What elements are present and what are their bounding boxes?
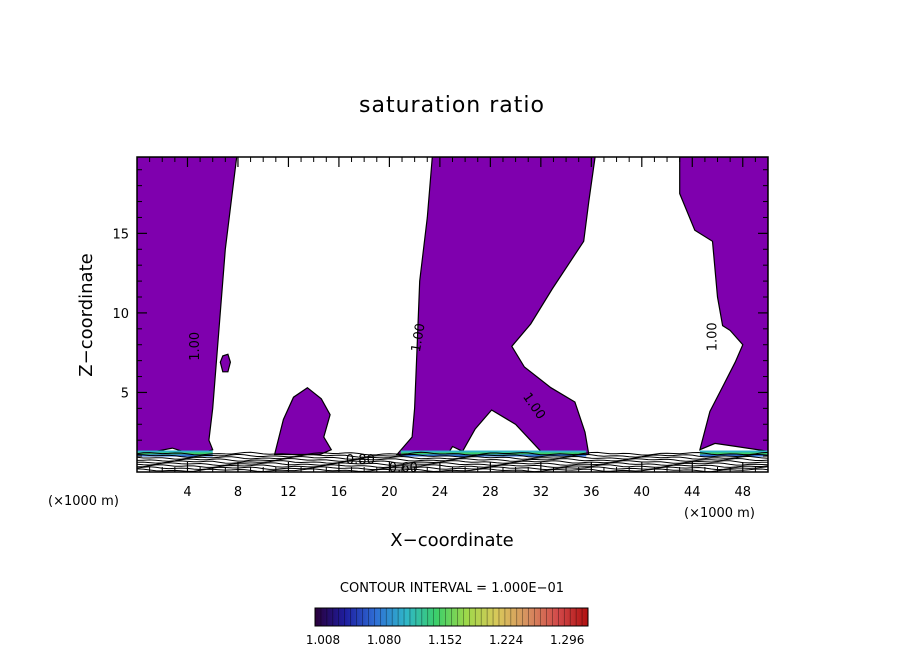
- boundary-band-2-2: [400, 452, 587, 455]
- colorbar-tick-labels: 1.008 1.080 1.152 1.224 1.296: [306, 633, 585, 647]
- supersaturation-fill-layer: [137, 157, 768, 457]
- supersaturated-region-4: [679, 157, 768, 452]
- boundary-band-3-1: [699, 450, 768, 453]
- x-tick-label-36: 36: [583, 485, 600, 500]
- y-tick-label-15: 15: [112, 227, 129, 242]
- surface-contour-3: [137, 455, 768, 460]
- x-tick-label-48: 48: [734, 485, 751, 500]
- x-tick-label-4: 4: [183, 485, 191, 500]
- surface-contour-6: [137, 462, 768, 467]
- y-tick-label-10: 10: [112, 307, 129, 322]
- x-tick-label-20: 20: [381, 485, 398, 500]
- x-tick-label-28: 28: [482, 485, 499, 500]
- surface-contour-4: [137, 457, 768, 462]
- colorbar-tick-1.224: 1.224: [489, 633, 523, 647]
- contour-interval-text: CONTOUR INTERVAL = 1.000E−01: [340, 581, 564, 596]
- chart-title: saturation ratio: [359, 93, 545, 118]
- x-tick-label-8: 8: [234, 485, 242, 500]
- contour-label-3: 1.00: [705, 322, 720, 351]
- y-tick-label-5: 5: [121, 386, 129, 401]
- colorbar-tick-1.152: 1.152: [428, 633, 462, 647]
- x-tick-label-32: 32: [533, 485, 550, 500]
- x-tick-label-24: 24: [432, 485, 449, 500]
- surface-contour-5: [137, 460, 768, 464]
- y-axis-label: Z−coordinate: [76, 253, 97, 376]
- contour-label-1: 1.00: [188, 332, 203, 361]
- x-tick-label-44: 44: [684, 485, 701, 500]
- boundary-band-1-1: [137, 450, 213, 453]
- boundary-band-2-1: [400, 450, 587, 453]
- boundary-band-1-2: [137, 452, 213, 455]
- x-tick-label-16: 16: [331, 485, 348, 500]
- colorbar: [314, 607, 589, 627]
- colorbar-tick-1.080: 1.080: [367, 633, 401, 647]
- y-axis-ticks: 5 10 15: [112, 169, 768, 457]
- surface-contour-2: [137, 453, 768, 458]
- supersaturated-region-5: [219, 353, 232, 373]
- x-unit-right: (×1000 m): [684, 506, 755, 521]
- x-axis-label: X−coordinate: [390, 530, 513, 551]
- supersaturated-region-3: [395, 157, 596, 457]
- x-unit-left: (×1000 m): [48, 494, 119, 509]
- colorbar-tick-1.296: 1.296: [550, 633, 584, 647]
- boundary-band-3-3: [699, 454, 768, 457]
- supersaturated-region-2: [273, 386, 333, 456]
- colorbar-tick-1.008: 1.008: [306, 633, 340, 647]
- x-axis-ticks: 4 8 12 16 20 24 28 32 36 40 44 48: [149, 157, 756, 500]
- supersaturated-region-1: [137, 157, 238, 454]
- contour-label-2: 1.00: [409, 322, 429, 353]
- x-tick-label-40: 40: [634, 485, 651, 500]
- contour-label-6: 0.60: [389, 461, 418, 476]
- x-tick-label-12: 12: [280, 485, 297, 500]
- surface-contour-1: [137, 451, 768, 456]
- contour-label-5: 0.80: [346, 453, 375, 468]
